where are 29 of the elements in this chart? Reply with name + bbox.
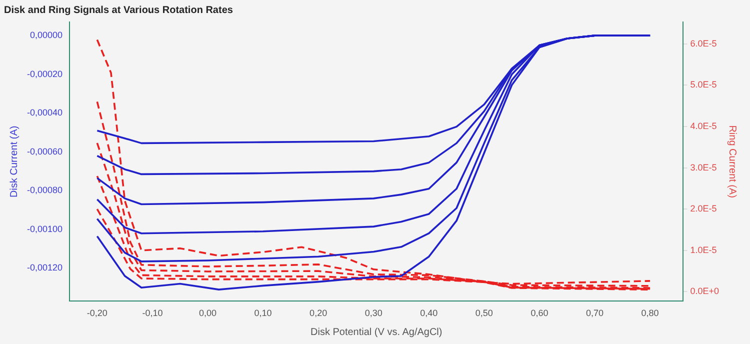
y2-tick-label: 3.0E-5 bbox=[690, 162, 717, 172]
x-tick-label: 0,30 bbox=[364, 308, 382, 318]
x-tick-label: 0,00 bbox=[198, 308, 217, 318]
x-tick-label: 0,10 bbox=[254, 308, 272, 318]
x-tick-label: 0,80 bbox=[641, 308, 659, 318]
y2-tick-label: 2.0E-5 bbox=[690, 204, 717, 214]
x-tick-label: 0,70 bbox=[586, 308, 604, 318]
chart-title: Disk and Ring Signals at Various Rotation Rates bbox=[4, 4, 234, 16]
y2-tick-label: 0.0E+0 bbox=[690, 286, 720, 296]
y-tick-label: -0,00020 bbox=[27, 68, 63, 79]
y-tick-label: -0,00100 bbox=[27, 224, 63, 234]
y-tick-label: -0,00040 bbox=[27, 108, 63, 118]
y2-tick-label: 1.0E-5 bbox=[690, 244, 717, 255]
y-tick-label: -0,00120 bbox=[27, 262, 63, 273]
y2-tick-label: 4.0E-5 bbox=[690, 120, 717, 131]
y2-axis-title: Ring Current (A) bbox=[726, 125, 738, 198]
x-axis-title: Disk Potential (V vs. Ag/AgCl) bbox=[310, 326, 442, 338]
y2-tick-label: 6.0E-5 bbox=[690, 38, 717, 48]
y2-tick-label: 5.0E-5 bbox=[690, 80, 717, 90]
x-tick-label: 0,60 bbox=[530, 308, 548, 318]
y-axis-title: Disk Current (A) bbox=[8, 126, 20, 198]
y-tick-label: -0,00080 bbox=[27, 185, 63, 196]
x-tick-label: 0,40 bbox=[420, 308, 438, 318]
x-tick-label: 0,20 bbox=[310, 308, 328, 318]
y-tick-label: -0,00060 bbox=[27, 146, 63, 156]
x-tick-label: -0,10 bbox=[142, 308, 163, 318]
y-tick-label: 0,00000 bbox=[30, 30, 63, 40]
x-tick-label: -0,20 bbox=[86, 308, 108, 318]
x-tick-label: 0,50 bbox=[475, 308, 493, 318]
